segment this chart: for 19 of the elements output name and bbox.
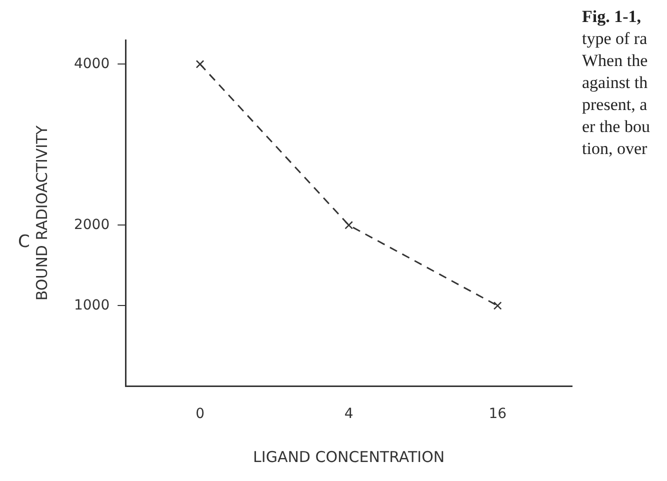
point (196, 60, 204, 68)
x-tick-label: 0 (196, 406, 204, 422)
text: type of ra (582, 28, 648, 50)
y-axis-title: BOUND RADIOACTIVITY (32, 124, 51, 301)
caption: Fig. 1-1, (582, 6, 642, 28)
x-axis-title: LIGAND CONCENTRATION (253, 448, 445, 466)
text: C (18, 232, 30, 252)
text: er the bou (582, 116, 650, 138)
y-tick-label: 1000 (74, 297, 110, 314)
x-tick-label: 16 (488, 406, 507, 422)
y-tick-label: 2000 (74, 216, 110, 233)
point (493, 302, 502, 310)
text: When the (582, 50, 649, 72)
text: against th (582, 72, 649, 94)
point (344, 220, 353, 230)
y-tick-label: 4000 (74, 56, 110, 72)
text: present, a (582, 94, 648, 116)
x-tick-label: 4 (344, 406, 354, 422)
text: tion, over (582, 138, 648, 160)
